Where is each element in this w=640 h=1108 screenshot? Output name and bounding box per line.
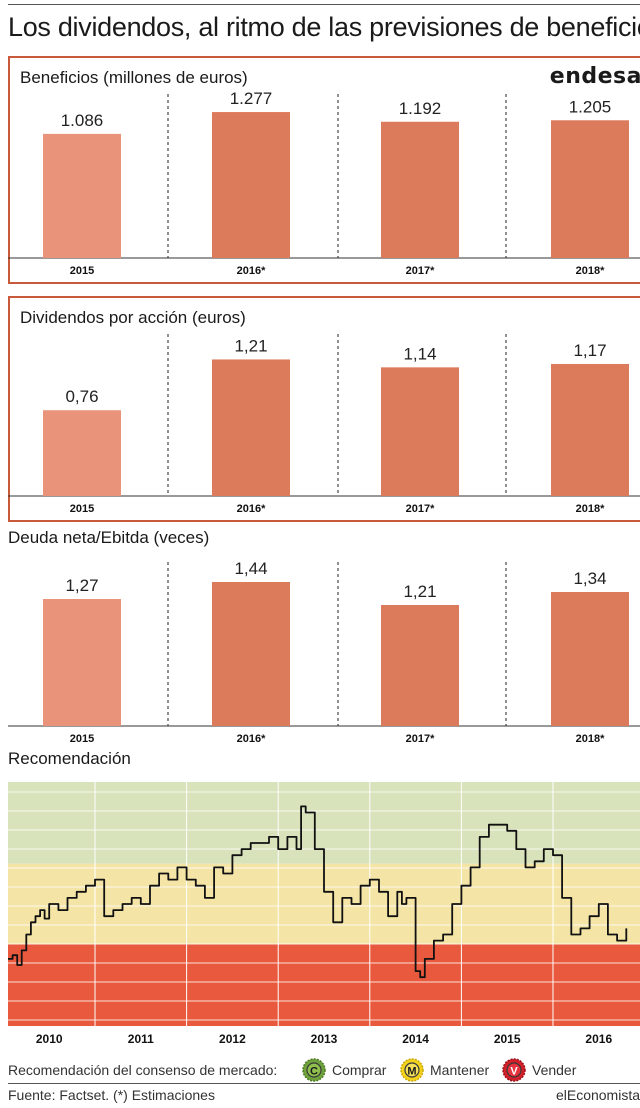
- bar-2016: [212, 112, 290, 258]
- bar-value-label: 1.277: [230, 89, 273, 108]
- bar-value-label: 1,34: [573, 569, 606, 588]
- bar-value-label: 1,27: [65, 576, 98, 595]
- legend-item-comprar: C Comprar: [302, 1058, 386, 1082]
- vender-badge-letter: V: [510, 1066, 518, 1078]
- mantener-badge-icon: M: [400, 1058, 424, 1082]
- bar-2015: [43, 133, 121, 258]
- category-tick-label: 2018*: [576, 733, 605, 745]
- panel-beneficios: Beneficios (millones de euros) endesa 1.…: [8, 56, 640, 284]
- legend-item-mantener: M Mantener: [400, 1058, 489, 1082]
- endesa-logo: endesa: [549, 64, 640, 89]
- category-tick-label: 2017*: [406, 265, 435, 277]
- bar-value-label: 1,21: [403, 582, 436, 601]
- bar-value-label: 1.205: [569, 97, 612, 116]
- category-tick-label: 2017*: [406, 503, 435, 515]
- footer-rule: [8, 1083, 640, 1084]
- panel-title-dividendos: Dividendos por acción (euros): [20, 308, 246, 327]
- panel-title-beneficios: Beneficios (millones de euros): [20, 68, 248, 87]
- legend-text-mantener: Mantener: [430, 1062, 490, 1078]
- bar-chart-beneficios: 1.086 2015 1.277 2016* 1.192 2017* 1.205 2018*: [8, 89, 640, 277]
- source-note: Fuente: Factset. (*) Estimaciones: [8, 1087, 215, 1103]
- vender-badge-icon: V: [502, 1058, 526, 1082]
- panel-dividendos: Dividendos por acción (euros) 0,76 2015 1,…: [8, 296, 640, 522]
- year-tick-label: 2013: [311, 1032, 338, 1046]
- bar-2017: [381, 121, 459, 258]
- legend-label: Recomendación del consenso de mercado:: [8, 1062, 278, 1078]
- bar-value-label: 1.192: [399, 99, 442, 118]
- year-tick-label: 2016: [585, 1032, 612, 1046]
- category-tick-label: 2015: [70, 265, 94, 277]
- bar-value-label: 1,17: [573, 341, 606, 360]
- bar-value-label: 1.086: [61, 111, 104, 130]
- bar-value-label: 1,21: [234, 336, 267, 355]
- bar-2015: [43, 410, 121, 496]
- year-tick-label: 2011: [128, 1032, 154, 1046]
- panel-title-deuda: Deuda neta/Ebitda (veces): [8, 528, 210, 547]
- year-tick-label: 2014: [402, 1032, 429, 1046]
- legend-item-vender: V Vender: [502, 1058, 576, 1082]
- year-tick-label: 2015: [494, 1032, 521, 1046]
- bar-2018: [551, 592, 629, 726]
- bar-2016: [212, 359, 290, 496]
- legend: Recomendación del consenso de mercado: C…: [8, 1058, 640, 1082]
- category-tick-label: 2016*: [237, 265, 266, 277]
- category-tick-label: 2015: [70, 503, 94, 515]
- category-tick-label: 2016*: [237, 503, 266, 515]
- bar-2017: [381, 605, 459, 726]
- year-tick-label: 2010: [36, 1032, 63, 1046]
- bar-value-label: 1,44: [234, 559, 267, 578]
- legend-text-comprar: Comprar: [332, 1062, 387, 1078]
- bar-value-label: 0,76: [65, 387, 98, 406]
- bar-chart-dividendos: 0,76 2015 1,21 2016* 1,14 2017* 1,17 2018*: [8, 334, 640, 515]
- legend-text-vender: Vender: [532, 1062, 577, 1078]
- brand-credit: elEconomista: [555, 1087, 640, 1103]
- recommendation-line: [8, 805, 628, 979]
- bar-2016: [212, 582, 290, 726]
- category-tick-label: 2016*: [237, 733, 266, 745]
- category-tick-label: 2015: [70, 733, 94, 745]
- mantener-badge-letter: M: [407, 1066, 416, 1078]
- bar-chart-deuda: 1,27 2015 1,44 2016* 1,21 2017* 1,34 2018*: [8, 559, 640, 745]
- comprar-badge-icon: C: [302, 1058, 326, 1082]
- comprar-badge-letter: C: [310, 1066, 318, 1078]
- bar-2018: [551, 120, 629, 259]
- bar-2017: [381, 367, 459, 496]
- bar-2018: [551, 363, 629, 496]
- bar-2015: [43, 599, 121, 726]
- category-tick-label: 2017*: [406, 733, 435, 745]
- panel-deuda: Deuda neta/Ebitda (veces) 1,27 2015 1,44 20…: [8, 528, 640, 746]
- category-tick-label: 2018*: [576, 265, 605, 277]
- bar-value-label: 1,14: [403, 344, 436, 363]
- recommendation-zone: [8, 944, 640, 1026]
- page-title: Los dividendos, al ritmo de las previsio…: [8, 12, 640, 42]
- line-chart-recomendacion: 2010 2011 2012 2013 2014 2015 2016: [8, 782, 640, 1046]
- category-tick-label: 2018*: [576, 503, 605, 515]
- year-tick-label: 2012: [219, 1032, 246, 1046]
- top-rule: [8, 4, 640, 5]
- panel-title-recomendacion: Recomendación: [8, 749, 131, 768]
